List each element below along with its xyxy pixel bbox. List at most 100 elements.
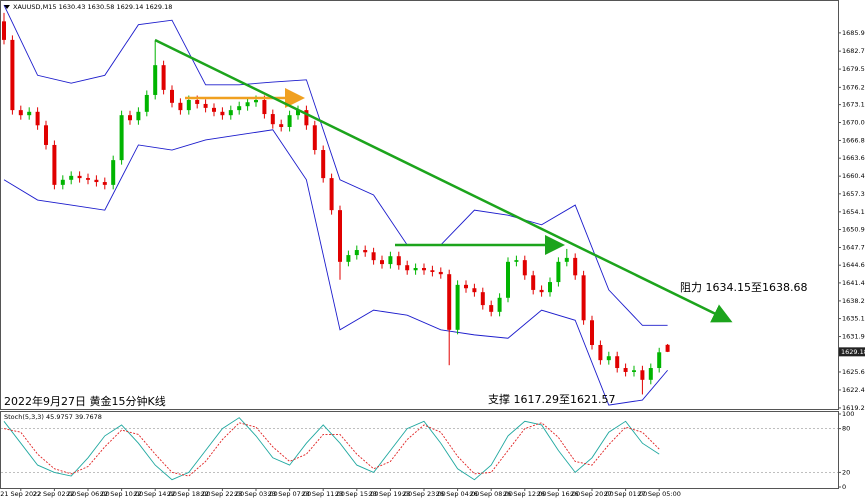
candle-body [405, 265, 410, 271]
candle-body [606, 356, 611, 361]
y-tick-label: 1660.45 [842, 172, 865, 180]
candle-body [69, 175, 74, 180]
candle-body [354, 250, 359, 256]
candle-body [161, 65, 166, 90]
current-price: 1629.18 [841, 348, 865, 356]
candle-body [539, 289, 544, 293]
low: 1629.14 [117, 3, 144, 11]
candle-body [514, 260, 519, 262]
candle-body [18, 110, 23, 116]
candle-body [153, 65, 158, 95]
candle-body [60, 179, 65, 185]
candle-body [657, 352, 662, 369]
stoch-header: Stoch(5,3,3) 45.9757 39.7678 [4, 413, 102, 421]
candle-body [522, 260, 527, 276]
candle-body [237, 106, 242, 111]
candle-body [296, 110, 300, 116]
candle-body [430, 270, 435, 272]
price-box [839, 347, 865, 357]
candle-body [321, 150, 326, 179]
candle-body [220, 111, 225, 116]
y-tick-label: 1657.30 [842, 190, 865, 198]
x-tick-label: 23 Sep 23:00 [402, 490, 445, 498]
candle-body [413, 268, 418, 271]
candle-body [44, 125, 48, 145]
candle-body [287, 115, 292, 127]
candle-body [195, 100, 200, 104]
candle-body [329, 178, 334, 211]
candle-body [136, 111, 141, 121]
close: 1629.18 [145, 3, 172, 11]
x-tick-label: 21 Sep 2022 [0, 490, 41, 498]
y-tick-label: 1666.80 [842, 136, 865, 144]
stoch-main-line [3, 417, 660, 481]
candle-body [615, 356, 620, 369]
y-tick-label: 1625.60 [842, 368, 865, 376]
annotation: 支撑 1617.29至1621.57 [488, 392, 615, 406]
candle-body [590, 320, 594, 345]
x-tick-label: 23 Sep 07:00 [268, 490, 311, 498]
candle-body [27, 111, 32, 116]
candle-body [304, 110, 309, 126]
x-tick-label: 23 Sep 11:00 [302, 490, 345, 498]
stoch-tick-label: 80 [842, 425, 850, 433]
x-tick-label: 26 Sep 20:00 [570, 490, 613, 498]
candle-body [380, 260, 384, 265]
candle-body [548, 282, 552, 293]
candle-body [489, 305, 494, 312]
y-tick-label: 1631.90 [842, 333, 865, 341]
candle-body [94, 179, 99, 183]
candle-body [245, 102, 250, 107]
candle-body [573, 257, 578, 276]
candle-body [388, 256, 393, 265]
candle-body [363, 250, 368, 253]
candle-body [102, 182, 107, 185]
candle-body [128, 115, 132, 121]
candle-body [346, 255, 351, 262]
y-tick-label: 1644.60 [842, 261, 865, 269]
candle-body [564, 257, 569, 262]
symbol: XAUUSD,M15 [13, 3, 57, 11]
stoch-signal-line [3, 422, 660, 477]
candle-body [2, 21, 6, 40]
stoch-panel [0, 411, 839, 489]
y-tick-label: 1673.18 [842, 101, 865, 109]
y-tick-label: 1679.50 [842, 65, 865, 73]
x-tick-label: 22 Sep 18:00 [167, 490, 210, 498]
candle-body [338, 210, 342, 262]
band-line [3, 129, 668, 406]
x-tick-label: 23 Sep 19:00 [369, 490, 412, 498]
stoch-label: Stoch(5,3,3) [4, 413, 44, 421]
candle-body [422, 268, 426, 271]
high: 1630.58 [88, 3, 115, 11]
band-line [3, 4, 668, 326]
candle-body [312, 125, 317, 151]
candle-body [35, 111, 40, 126]
trend-line [154, 38, 733, 323]
plot [1, 4, 838, 481]
candle-body [52, 144, 57, 185]
stoch-tick-label: 20 [842, 468, 850, 476]
x-tick-label: 23 Sep 15:00 [335, 490, 378, 498]
open: 1630.43 [59, 3, 86, 11]
y-tick-label: 1670.00 [842, 118, 865, 126]
candle-body [119, 115, 124, 161]
candle-body [497, 297, 502, 312]
stoch-signal: 39.7678 [75, 413, 102, 421]
candle-body [111, 160, 116, 185]
annotation: 阻力 1634.15至1638.68 [680, 281, 807, 294]
candle-body [144, 94, 149, 112]
candle-body [556, 261, 561, 283]
candle-body [648, 368, 653, 380]
y-tick-label: 1638.25 [842, 297, 865, 305]
x-tick-label: 27 Sep 01:00 [604, 490, 647, 498]
stoch-tick-label: 0 [842, 483, 846, 491]
candle-body [665, 344, 670, 352]
y-tick-label: 1676.25 [842, 83, 865, 91]
y-tick-label: 1663.65 [842, 154, 865, 162]
x-tick-label: 22 Sep 14:00 [134, 490, 177, 498]
x-tick-label: 22 Sep 02:00 [33, 490, 76, 498]
candle-body [472, 288, 477, 293]
x-tick-label: 22 Sep 06:00 [66, 490, 109, 498]
